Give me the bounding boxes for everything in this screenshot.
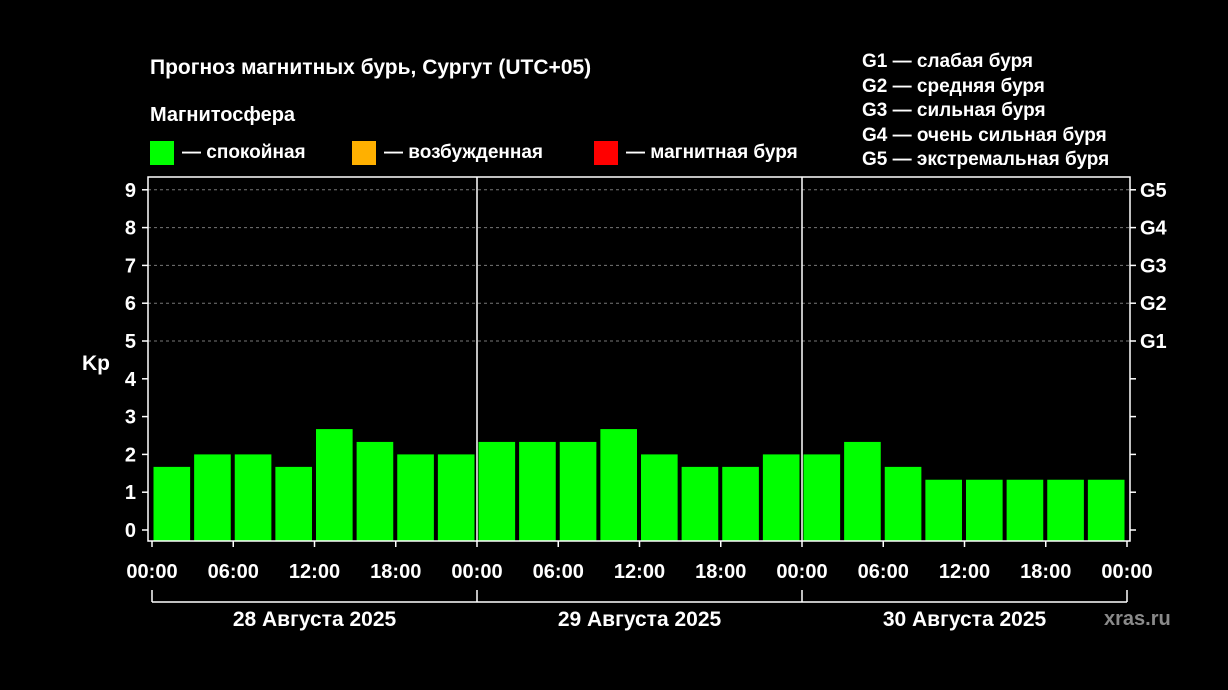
bar-10: [559, 441, 597, 541]
legend-swatch-calm: [150, 141, 174, 165]
bar-13: [681, 466, 719, 541]
watermark: xras.ru: [1104, 608, 1171, 630]
y-tick-label-3: 3: [125, 407, 136, 429]
y-tick-label-4: 4: [125, 369, 137, 391]
x-tick-label-0: 00:00: [126, 561, 177, 583]
legend-swatch-storm: [594, 141, 618, 165]
bar-0: [153, 466, 191, 541]
legend-item-excited: — возбужденная: [352, 141, 543, 165]
x-tick-label-9: 06:00: [858, 561, 909, 583]
day-label-2: 30 Августа 2025: [883, 608, 1047, 631]
right-tick-label-G3: G3: [1140, 255, 1167, 277]
bar-5: [356, 441, 394, 541]
bar-15: [762, 454, 800, 541]
bar-20: [966, 479, 1003, 541]
x-tick-label-1: 06:00: [208, 561, 259, 583]
x-tick-label-11: 18:00: [1020, 561, 1071, 583]
x-tick-label-3: 18:00: [370, 561, 421, 583]
bar-7: [437, 454, 475, 541]
y-tick-label-2: 2: [125, 444, 136, 466]
right-tick-label-G2: G2: [1140, 293, 1167, 315]
legend-swatch-excited: [352, 141, 376, 165]
y-axis-label: Kp: [82, 352, 110, 375]
y-tick-label-6: 6: [125, 293, 136, 315]
y-tick-label-1: 1: [125, 482, 136, 504]
bar-19: [925, 479, 962, 541]
y-tick-label-8: 8: [125, 218, 136, 240]
storm-level-g4: G4 — очень сильная буря: [862, 124, 1107, 146]
bar-9: [519, 441, 556, 541]
y-tick-label-7: 7: [125, 255, 136, 277]
bar-6: [397, 454, 434, 541]
day-label-0: 28 Августа 2025: [233, 608, 397, 631]
right-tick-label-G5: G5: [1140, 180, 1167, 202]
storm-level-g3: G3 — сильная буря: [862, 100, 1046, 121]
bar-21: [1006, 479, 1044, 541]
legend-label-calm: — спокойная: [182, 142, 306, 163]
x-tick-label-7: 18:00: [695, 561, 746, 583]
legend-label-storm: — магнитная буря: [626, 142, 798, 163]
chart-title: Прогноз магнитных бурь, Сургут (UTC+05): [150, 56, 592, 79]
y-tick-label-9: 9: [125, 180, 136, 202]
x-tick-label-6: 12:00: [614, 561, 665, 583]
x-tick-label-8: 00:00: [776, 561, 827, 583]
y-tick-label-5: 5: [125, 331, 136, 353]
x-tick-label-10: 12:00: [939, 561, 990, 583]
bar-23: [1087, 479, 1125, 541]
legend-item-storm: — магнитная буря: [594, 141, 798, 165]
bar-3: [275, 466, 312, 541]
storm-levels-legend: G1 — слабая буря G2 — средняя буря G3 — …: [862, 50, 1109, 173]
bar-16: [803, 454, 841, 541]
right-tick-label-G4: G4: [1140, 218, 1168, 240]
bar-4: [316, 429, 353, 541]
storm-level-g5: G5 — экстремальная буря: [862, 149, 1110, 170]
bar-1: [194, 454, 231, 541]
x-tick-label-4: 00:00: [451, 561, 502, 583]
bar-22: [1047, 479, 1084, 541]
bar-11: [600, 429, 637, 541]
bar-17: [844, 441, 881, 541]
x-tick-label-12: 00:00: [1101, 561, 1152, 583]
bar-14: [722, 466, 759, 541]
bar-8: [478, 441, 516, 541]
bar-12: [641, 454, 678, 541]
legend-label-excited: — возбужденная: [384, 142, 544, 163]
storm-level-g1: G1 — слабая буря: [862, 51, 1034, 72]
storm-level-g2: G2 — средняя буря: [862, 75, 1045, 97]
bar-18: [884, 466, 922, 541]
magnetosphere-title: Магнитосфера: [150, 104, 296, 126]
bar-2: [234, 454, 272, 541]
right-tick-label-G1: G1: [1140, 331, 1167, 353]
y-tick-label-0: 0: [125, 520, 136, 542]
x-tick-label-2: 12:00: [289, 561, 340, 583]
legend-item-calm: — спокойная: [150, 141, 306, 165]
x-tick-label-5: 06:00: [533, 561, 584, 583]
day-label-1: 29 Августа 2025: [558, 608, 722, 631]
